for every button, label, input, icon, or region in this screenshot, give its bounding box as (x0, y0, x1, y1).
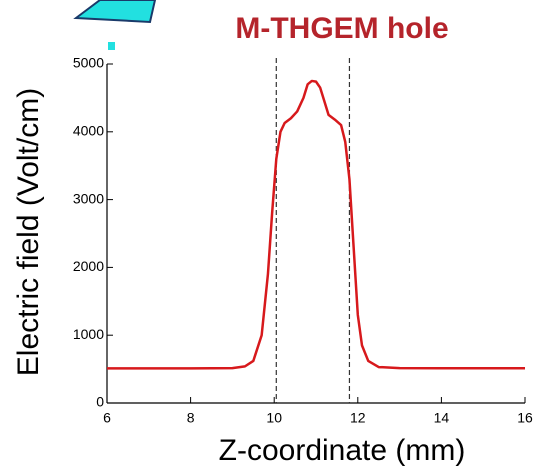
decoration-square (108, 42, 115, 50)
x-tick-label: 12 (350, 410, 366, 426)
line-series (107, 79, 525, 370)
x-tick-label: 16 (517, 410, 533, 426)
y-tick-label: 5000 (73, 55, 104, 71)
y-tick-label: 3000 (73, 190, 104, 206)
x-tick-label: 6 (103, 410, 111, 426)
decoration-shape (73, 0, 157, 24)
y-tick-label: 1000 (73, 326, 104, 342)
chart-title: M-THGEM hole (235, 12, 448, 45)
x-tick-label: 8 (187, 410, 195, 426)
x-tick-label: 14 (434, 410, 450, 426)
y-tick-label: 0 (96, 394, 104, 410)
x-axis-label: Z-coordinate (mm) (219, 434, 466, 467)
y-tick-label: 2000 (73, 258, 104, 274)
y-axis-label: Electric field (Volt/cm) (12, 88, 45, 376)
y-tick-label: 4000 (73, 123, 104, 139)
x-tick-label: 10 (266, 410, 282, 426)
